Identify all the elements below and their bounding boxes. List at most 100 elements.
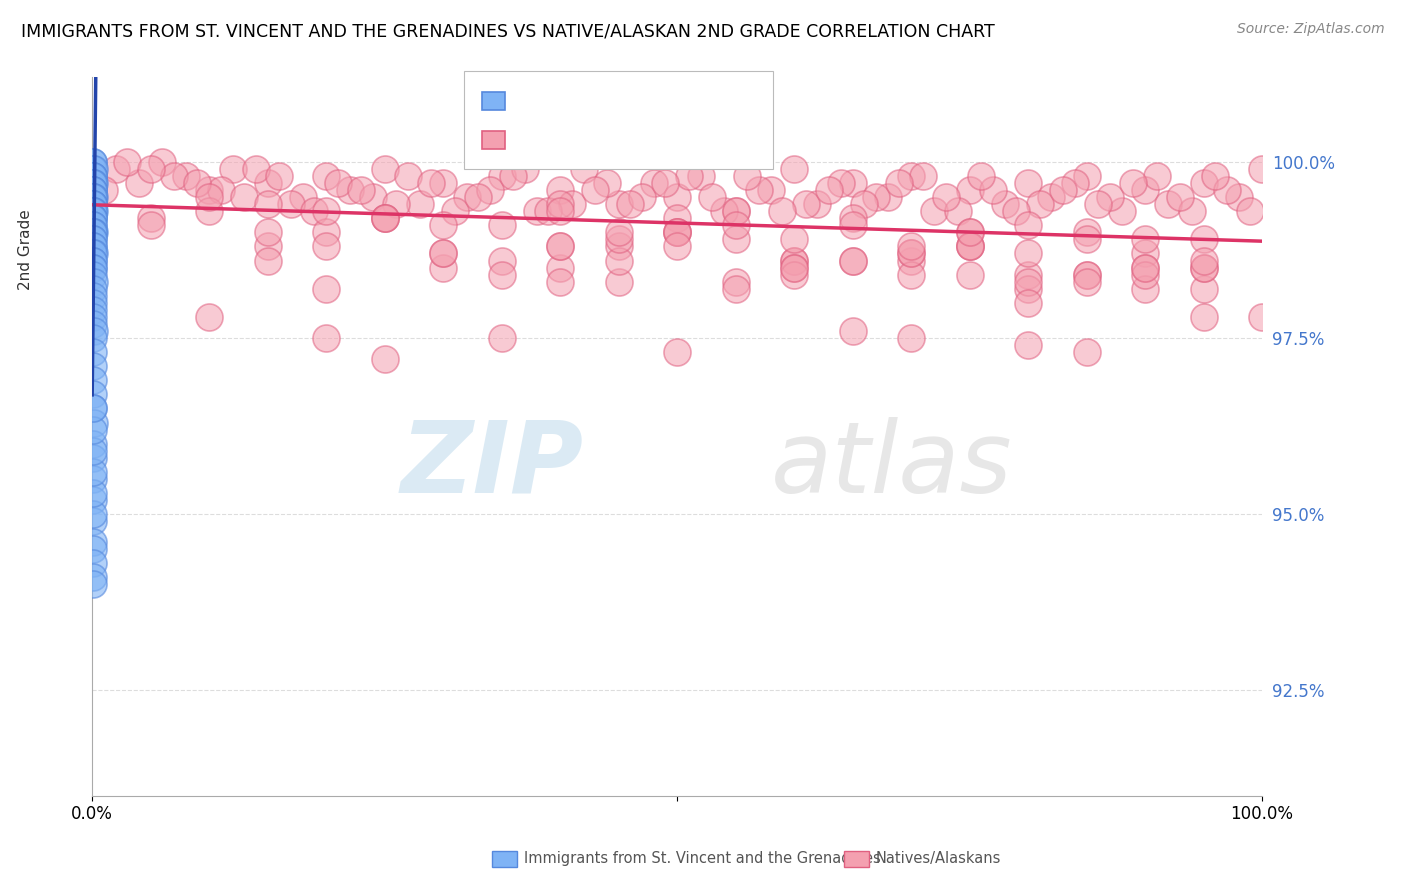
Point [1098, 190, 1121, 204]
Point [374, 161, 396, 176]
Point [841, 219, 863, 233]
Point [643, 176, 665, 190]
Point [841, 324, 863, 338]
Point [607, 197, 630, 211]
Point [666, 226, 689, 240]
Point [82, 450, 104, 465]
Point [783, 161, 806, 176]
Point [491, 268, 513, 282]
Point [994, 197, 1017, 211]
Point [174, 169, 197, 183]
Point [1017, 219, 1039, 233]
Point [1076, 169, 1098, 183]
Point [1133, 260, 1156, 275]
Point [82, 401, 104, 416]
Point [724, 282, 747, 296]
Point [491, 253, 513, 268]
Point [291, 190, 314, 204]
Point [865, 190, 887, 204]
Point [374, 352, 396, 367]
Point [900, 246, 922, 260]
Point [139, 211, 162, 226]
Point [1216, 183, 1239, 197]
Point [82, 401, 104, 416]
Point [946, 204, 969, 219]
Point [82, 289, 104, 303]
Point [959, 226, 981, 240]
Point [491, 331, 513, 345]
Point [82, 183, 104, 197]
Point [467, 190, 489, 204]
Point [104, 161, 127, 176]
Point [443, 204, 465, 219]
Text: ZIP: ZIP [401, 417, 583, 514]
Point [198, 190, 221, 204]
Point [396, 169, 419, 183]
Point [82, 577, 104, 591]
Point [783, 232, 806, 246]
Point [724, 204, 747, 219]
Point [924, 204, 946, 219]
Point [82, 282, 104, 296]
Point [1017, 338, 1039, 352]
Point [783, 260, 806, 275]
Point [783, 260, 806, 275]
Point [315, 239, 337, 253]
Point [1181, 204, 1204, 219]
Point [900, 246, 922, 260]
Point [82, 190, 104, 204]
Point [959, 226, 981, 240]
Point [82, 260, 104, 275]
Point [1192, 253, 1215, 268]
Point [83, 204, 105, 219]
Point [82, 542, 104, 557]
Point [82, 443, 104, 458]
Point [1017, 295, 1039, 310]
Point [491, 219, 513, 233]
Point [1133, 282, 1156, 296]
Text: Immigrants from St. Vincent and the Grenadines: Immigrants from St. Vincent and the Gren… [524, 852, 882, 866]
Point [256, 226, 278, 240]
Point [82, 232, 104, 246]
Point [1017, 176, 1039, 190]
Point [82, 493, 104, 508]
Point [702, 190, 724, 204]
Point [82, 253, 104, 268]
Point [198, 204, 221, 219]
Text: R = 0.179   N = 197: R = 0.179 N = 197 [513, 131, 695, 149]
Point [666, 190, 689, 204]
Point [737, 169, 759, 183]
Point [82, 302, 104, 317]
Point [82, 239, 104, 253]
Point [82, 359, 104, 374]
Point [82, 169, 104, 183]
Point [959, 183, 981, 197]
Point [82, 507, 104, 521]
Point [513, 161, 536, 176]
Point [245, 161, 267, 176]
Point [841, 253, 863, 268]
Point [1076, 232, 1098, 246]
Point [409, 197, 432, 211]
Point [82, 190, 104, 204]
Point [1133, 268, 1156, 282]
Point [1227, 190, 1250, 204]
Point [83, 190, 105, 204]
Point [889, 176, 911, 190]
Point [783, 253, 806, 268]
Point [724, 219, 747, 233]
Point [82, 465, 104, 479]
Point [748, 183, 770, 197]
Text: Natives/Alaskans: Natives/Alaskans [876, 852, 1001, 866]
Point [900, 169, 922, 183]
Point [1111, 204, 1133, 219]
Point [666, 239, 689, 253]
Point [221, 161, 243, 176]
Point [583, 183, 606, 197]
Point [713, 204, 735, 219]
Point [900, 253, 922, 268]
Point [82, 183, 104, 197]
Point [959, 268, 981, 282]
Point [900, 239, 922, 253]
Point [841, 253, 863, 268]
